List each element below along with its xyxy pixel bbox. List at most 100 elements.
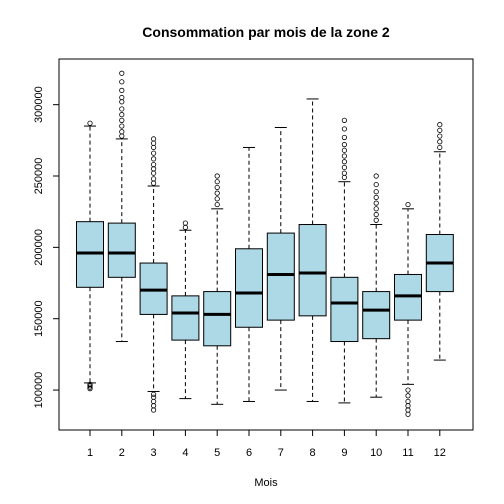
outlier-point: [341, 134, 347, 141]
outlier-point: [119, 129, 125, 135]
outlier-point: [151, 180, 157, 186]
x-axis: 1 2 3 4 5 6 7 8 9 10 11 12: [87, 429, 446, 459]
x-tick-label: 8: [310, 447, 316, 459]
y-tick-label: 150000: [33, 300, 45, 337]
outlier-point: [405, 411, 411, 417]
outlier-point: [87, 120, 93, 126]
box-6: [235, 146, 263, 402]
outlier-point: [214, 190, 220, 196]
y-tick-label: 200000: [33, 229, 45, 266]
outlier-point: [437, 139, 443, 145]
outlier-point: [341, 170, 347, 176]
x-tick-label: 12: [434, 447, 446, 459]
x-tick-label: 2: [119, 447, 125, 459]
outlier-point: [214, 201, 220, 208]
box-rect: [330, 276, 359, 343]
box-4: [171, 220, 200, 400]
outlier-point: [87, 381, 93, 387]
box-rect: [235, 248, 263, 328]
y-tick-label: 250000: [33, 158, 45, 195]
outlier-point: [405, 407, 411, 413]
outlier-point: [341, 164, 347, 171]
box-9: [330, 117, 359, 404]
x-tick-label: 10: [370, 447, 382, 459]
outlier-point: [87, 384, 93, 390]
outlier-point: [119, 70, 125, 76]
outlier-point: [119, 87, 125, 93]
outlier-point: [437, 127, 443, 133]
box-2: [107, 70, 136, 343]
outlier-point: [182, 220, 188, 226]
outlier-point: [119, 99, 125, 105]
box-rect: [298, 224, 327, 317]
outlier-point: [151, 166, 157, 172]
x-tick-label: 11: [402, 447, 413, 459]
boxes-layer: [76, 70, 454, 417]
outlier-point: [151, 398, 157, 405]
box-8: [298, 98, 327, 402]
outlier-point: [119, 94, 125, 101]
box-10: [362, 173, 391, 398]
y-tick-label: 300000: [33, 86, 45, 123]
x-tick-label: 6: [246, 447, 252, 459]
outlier-point: [151, 161, 157, 168]
outlier-point: [405, 201, 411, 208]
outlier-point: [151, 176, 157, 182]
outlier-point: [151, 150, 157, 156]
outlier-point: [87, 383, 93, 389]
y-tick-label: 100000: [33, 372, 45, 409]
box-rect: [266, 232, 295, 321]
box-11: [394, 201, 422, 417]
box-rect: [171, 295, 200, 341]
box-12: [425, 122, 454, 361]
y-axis: 100000 150000 200000 250000 300000: [33, 86, 60, 409]
outlier-point: [405, 398, 411, 405]
outlier-point: [119, 123, 125, 129]
outlier-point: [151, 156, 157, 162]
outlier-point: [151, 403, 157, 409]
box-5: [203, 173, 232, 405]
box-7: [266, 126, 295, 391]
x-tick-label: 3: [151, 447, 157, 459]
outlier-point: [151, 391, 157, 397]
outlier-point: [119, 106, 125, 112]
outlier-point: [373, 211, 379, 218]
outlier-point: [405, 393, 411, 399]
outlier-point: [405, 403, 411, 409]
outlier-point: [214, 196, 220, 202]
outlier-point: [373, 217, 379, 223]
outlier-point: [373, 206, 379, 212]
chart-title: Consommation par mois de la zone 2: [142, 24, 390, 40]
outlier-point: [341, 153, 347, 159]
outlier-point: [437, 144, 443, 151]
box-rect: [203, 291, 232, 347]
x-tick-label: 1: [87, 447, 93, 459]
outlier-point: [373, 194, 379, 201]
x-tick-label: 9: [341, 447, 347, 459]
outlier-point: [214, 173, 220, 179]
outlier-point: [214, 184, 220, 191]
outlier-point: [373, 200, 379, 206]
outlier-point: [119, 117, 125, 123]
x-tick-label: 5: [214, 447, 220, 459]
outlier-point: [341, 147, 347, 153]
outlier-point: [405, 387, 411, 393]
outlier-point: [341, 117, 347, 123]
outlier-point: [341, 142, 347, 148]
outlier-point: [373, 181, 379, 188]
outlier-point: [151, 144, 157, 151]
x-axis-label: Mois: [254, 477, 278, 489]
outlier-point: [151, 170, 157, 176]
outlier-point: [182, 224, 188, 230]
x-tick-label: 4: [182, 447, 188, 459]
outlier-point: [341, 126, 347, 132]
x-tick-label: 7: [278, 447, 284, 459]
outlier-point: [373, 189, 379, 195]
box-rect: [362, 291, 391, 340]
box-rect: [107, 222, 136, 278]
outlier-point: [437, 133, 443, 139]
outlier-point: [437, 122, 443, 128]
outlier-point: [119, 133, 125, 139]
outlier-point: [341, 159, 347, 165]
